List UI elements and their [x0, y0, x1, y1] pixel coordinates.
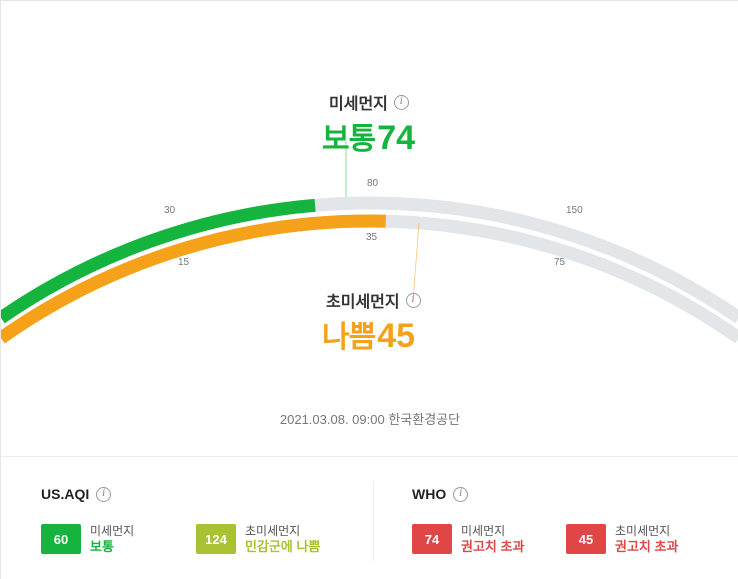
- us-aqi-pm25-status: 민감군에 나쁨: [245, 539, 321, 554]
- us-aqi-title: US.AQI: [41, 486, 90, 502]
- pm25-fill: [1, 214, 386, 344]
- pm10-tick-150: 150: [566, 205, 583, 216]
- pm10-label: 미세먼지: [329, 96, 388, 113]
- column-divider: [373, 481, 374, 561]
- pm25-tick-15: 15: [178, 257, 190, 268]
- who-pm25: 45 초미세먼지 권고치 초과: [566, 523, 678, 555]
- who-title: WHO: [412, 486, 447, 502]
- pm25-status: 나쁨: [322, 321, 376, 354]
- us-aqi-pm10-name: 미세먼지: [90, 524, 135, 538]
- pm10-tick-80: 80: [367, 178, 379, 189]
- us-aqi-pm25-name: 초미세먼지: [245, 524, 301, 538]
- us-aqi-pm25-value-badge: 124: [196, 524, 236, 554]
- us-aqi-pm25: 124 초미세먼지 민감군에 나쁨: [196, 523, 320, 555]
- pm25-pointer-line: [412, 222, 420, 302]
- us-aqi-pm10-value-badge: 60: [41, 524, 81, 554]
- who-pm10-value-badge: 74: [412, 524, 452, 554]
- pm10-value: 74: [377, 119, 416, 157]
- info-icon[interactable]: i: [96, 486, 112, 502]
- pm25-tick-75: 75: [554, 257, 566, 268]
- pm10-fill: [1, 198, 316, 324]
- us-aqi-pm10: 60 미세먼지 보통: [41, 523, 134, 555]
- pm25-value-display: 나쁨 45: [322, 312, 415, 356]
- section-divider: [1, 456, 738, 457]
- who-pm10-status: 권고치 초과: [461, 539, 525, 554]
- pm10-label-row: 미세먼지 i: [329, 90, 409, 114]
- dust-gauge: 30 80 150 15 35 75 미세먼지 i 보통 74 초미세먼지 i …: [1, 1, 738, 421]
- pm25-value: 45: [377, 317, 416, 355]
- info-icon[interactable]: i: [453, 486, 469, 502]
- info-icon[interactable]: i: [405, 292, 421, 308]
- info-icon[interactable]: i: [393, 94, 409, 110]
- measurement-timestamp: 2021.03.08. 09:00 한국환경공단: [279, 412, 461, 427]
- pm25-tick-35: 35: [366, 232, 378, 243]
- who-pm10: 74 미세먼지 권고치 초과: [412, 523, 524, 555]
- who-pm25-name: 초미세먼지: [615, 524, 671, 538]
- who-pm10-name: 미세먼지: [461, 524, 506, 538]
- gauge-arcs: [1, 141, 738, 344]
- pm25-label-row: 초미세먼지 i: [326, 288, 421, 312]
- who-title-row: WHO i: [412, 486, 469, 502]
- pm10-tick-30: 30: [164, 205, 176, 216]
- pm10-status: 보통: [322, 123, 376, 156]
- pm25-label: 초미세먼지: [326, 294, 400, 311]
- pm10-value-display: 보통 74: [322, 114, 415, 158]
- us-aqi-pm10-status: 보통: [90, 539, 114, 554]
- us-aqi-title-row: US.AQI i: [41, 486, 112, 502]
- who-pm25-value-badge: 45: [566, 524, 606, 554]
- who-pm25-status: 권고치 초과: [615, 539, 679, 554]
